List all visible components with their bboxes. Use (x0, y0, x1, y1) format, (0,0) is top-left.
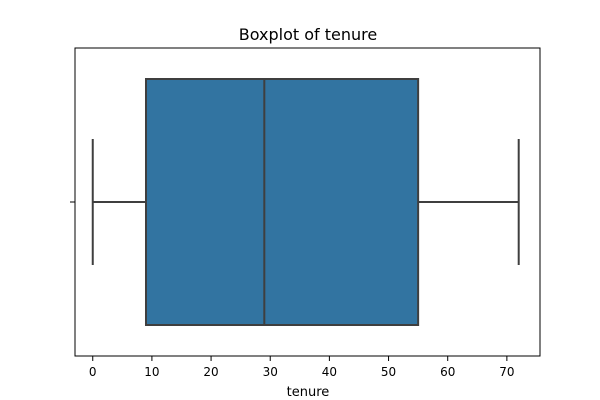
chart-title: Boxplot of tenure (239, 25, 377, 44)
x-tick-label: 70 (499, 365, 514, 379)
x-axis: 0 10 20 30 40 50 60 70 (89, 356, 515, 379)
iqr-box (144, 78, 420, 326)
x-tick-label: 10 (144, 365, 159, 379)
x-tick-label: 40 (322, 365, 337, 379)
x-tick-label: 20 (203, 365, 218, 379)
box-marks (91, 78, 520, 326)
x-tick-label: 0 (89, 365, 97, 379)
x-tick-label: 60 (440, 365, 455, 379)
x-tick-label: 30 (263, 365, 278, 379)
x-tick-label: 50 (381, 365, 396, 379)
x-axis-label: tenure (287, 385, 330, 400)
